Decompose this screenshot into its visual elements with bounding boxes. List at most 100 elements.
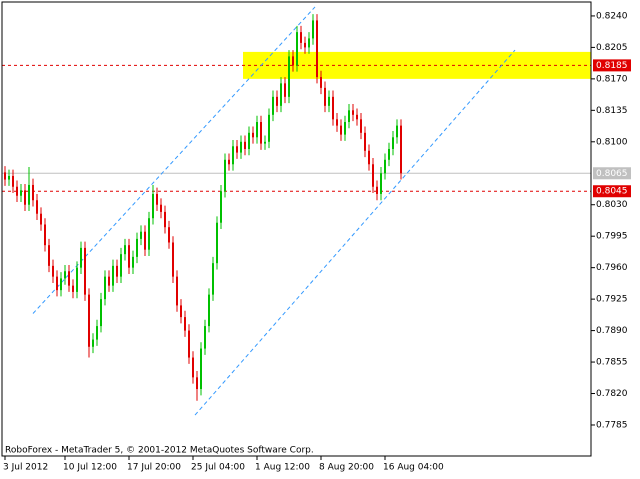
level-label: 0.8045 [596, 187, 628, 197]
candle-body [264, 141, 266, 144]
candle-body [116, 265, 118, 277]
candle-body [280, 83, 282, 106]
x-tick-label: 16 Aug 04:00 [383, 463, 444, 473]
candle-body [256, 122, 258, 138]
candle-body [144, 231, 146, 250]
candle-body [396, 125, 398, 138]
candle-body [72, 285, 74, 292]
candle-body [132, 256, 134, 268]
candle-body [372, 164, 374, 187]
candle-body [188, 330, 190, 358]
candle-body [128, 245, 130, 268]
candle-body [108, 276, 110, 286]
candle-body [60, 278, 62, 291]
candle-body [356, 114, 358, 120]
candle-body [192, 357, 194, 378]
candle-body [68, 271, 70, 286]
candle-body [16, 186, 18, 196]
y-tick-label: 0.8100 [596, 137, 628, 147]
candle-body [204, 326, 206, 349]
candle-body [368, 150, 370, 165]
candle-body [236, 146, 238, 153]
candle-body [100, 299, 102, 327]
candle-body [156, 193, 158, 205]
candle-body [120, 254, 122, 277]
candle-body [200, 348, 202, 390]
candle-body [252, 132, 254, 138]
candle-body [340, 125, 342, 135]
y-tick-label: 0.8030 [596, 200, 628, 210]
candle-body [48, 245, 50, 266]
y-tick-label: 0.8205 [596, 43, 628, 53]
candle-body [364, 132, 366, 151]
candle-body [36, 200, 38, 214]
candle-body [140, 231, 142, 239]
candle-body [96, 326, 98, 340]
candle-body [104, 276, 106, 300]
candle-body [244, 141, 246, 149]
x-tick-label: 25 Jul 04:00 [191, 463, 245, 473]
candle-body [180, 305, 182, 318]
candle-body [216, 222, 218, 264]
candle-body [352, 110, 354, 115]
bid-label: 0.8065 [596, 169, 628, 179]
level-box [593, 185, 631, 198]
candle-body [292, 56, 294, 66]
candle-body [304, 42, 306, 48]
candle-body [232, 146, 234, 165]
candle-body [212, 263, 214, 295]
candle-body [80, 247, 82, 268]
candle-body [208, 294, 210, 327]
candle-body [240, 141, 242, 153]
candle-body [12, 175, 14, 187]
level-label: 0.8185 [596, 61, 628, 71]
candle-body [4, 172, 6, 180]
candle-body [276, 96, 278, 106]
axes: 0.8240 0.8205 0.8170 0.8135 0.8100 0.8030 0.79… [3, 11, 631, 473]
candle-body [40, 213, 42, 225]
candle-body [168, 227, 170, 243]
candle-body [84, 247, 86, 295]
candle-body [136, 238, 138, 257]
candle-body [324, 87, 326, 106]
candle-body [112, 265, 114, 286]
candle-body [64, 271, 66, 279]
channel-line [194, 49, 516, 416]
candle-body [196, 377, 198, 390]
candle-body [124, 245, 126, 255]
candle-body [20, 190, 22, 196]
bid-box [593, 167, 631, 180]
candle-body [44, 224, 46, 246]
candle-body [300, 32, 302, 43]
candle-body [76, 267, 78, 292]
y-tick-label: 0.8135 [596, 106, 628, 116]
candle-body [284, 83, 286, 97]
x-tick-label: 8 Aug 20:00 [319, 463, 374, 473]
candle-body [228, 159, 230, 165]
candle-body [288, 56, 290, 97]
candle-body [272, 96, 274, 115]
y-tick-label: 0.7995 [596, 232, 628, 242]
y-tick-label: 0.7925 [596, 295, 628, 305]
candle-body [172, 242, 174, 277]
watermark: RoboForex - MetaTrader 5, © 2001-2012 Me… [5, 446, 314, 456]
candle-body [332, 96, 334, 120]
y-tick-label: 0.8170 [596, 74, 628, 84]
y-tick-label: 0.7820 [596, 389, 628, 399]
candle-body [28, 184, 30, 205]
candle-body [224, 159, 226, 192]
candle-body [308, 38, 310, 48]
plot-frame [1, 1, 592, 457]
candle-body [260, 122, 262, 144]
plot-area [2, 6, 591, 416]
y-tick-label: 0.7890 [596, 326, 628, 336]
candle-body [88, 294, 90, 347]
candle-body [176, 276, 178, 306]
candle-body [148, 218, 150, 250]
x-tick-label: 3 Jul 2012 [3, 463, 48, 473]
level-box [593, 59, 631, 72]
candle-body [336, 119, 338, 126]
candle-body [388, 148, 390, 160]
candle-body [8, 175, 10, 180]
candle-body [152, 193, 154, 219]
